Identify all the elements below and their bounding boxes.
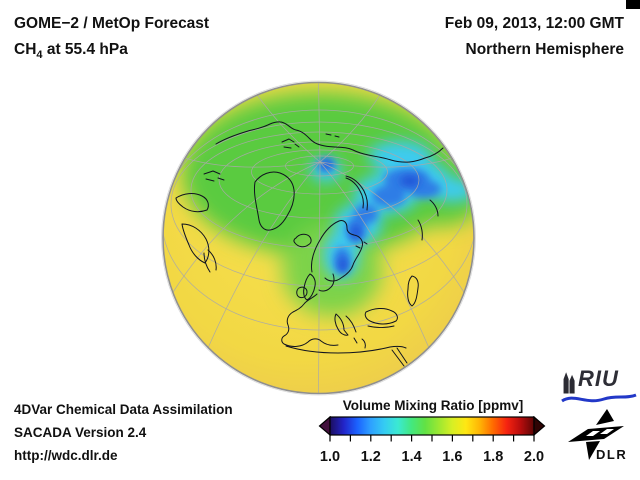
region-label: Northern Hemisphere xyxy=(465,41,624,58)
cathedral-icon xyxy=(563,372,575,394)
version-label: SACADA Version 2.4 xyxy=(14,425,147,440)
datetime-label: Feb 09, 2013, 12:00 GMT xyxy=(444,15,624,32)
colorbar-left-arrow xyxy=(318,415,331,437)
colorbar-tick-label: 2.0 xyxy=(523,449,545,465)
header-right: Feb 09, 2013, 12:00 GMT Northern Hemisph… xyxy=(445,11,624,63)
url-label: http://wdc.dlr.de xyxy=(14,448,118,463)
coastlines xyxy=(175,121,444,367)
colorbar: Volume Mixing Ratio [ppmv] 1.0 1.2 1.4 1.6 1… xyxy=(318,398,548,467)
dlr-logo-text: DLR xyxy=(596,447,628,462)
globe-rim xyxy=(162,81,475,395)
colorbar-tick-label: 1.2 xyxy=(360,449,381,465)
colorbar-tick-label: 1.6 xyxy=(442,449,463,465)
product-title: GOME−2 / MetOp Forecast xyxy=(14,15,210,32)
colorbar-ticks xyxy=(329,435,535,442)
dlr-logo: DLR xyxy=(566,408,636,468)
colorbar-scale xyxy=(318,415,546,442)
footer-left: 4DVar Chemical Data Assimilation SACADA … xyxy=(14,398,233,467)
species-level: CH4 at 55.4 hPa xyxy=(14,41,128,62)
header-left: GOME−2 / MetOp Forecast CH4 at 55.4 hPa xyxy=(14,11,209,68)
colorbar-tick-label: 1.0 xyxy=(319,449,341,465)
riu-logo-text: RIU xyxy=(578,366,619,391)
corner-mark xyxy=(626,0,640,9)
colorbar-gradient-bar xyxy=(329,416,535,436)
assimilation-label: 4DVar Chemical Data Assimilation xyxy=(14,402,233,417)
colorbar-labels: 1.0 1.2 1.4 1.6 1.8 2.0 xyxy=(318,449,548,467)
colorbar-tick-label: 1.4 xyxy=(401,449,422,465)
globe-map xyxy=(161,80,476,396)
riu-logo: RIU xyxy=(560,366,638,406)
dlr-emblem-icon xyxy=(568,409,624,460)
graticule xyxy=(163,82,474,394)
riu-wave-icon xyxy=(561,393,637,403)
colorbar-right-arrow xyxy=(533,415,546,437)
colorbar-tick-label: 1.8 xyxy=(483,449,504,465)
colorbar-title: Volume Mixing Ratio [ppmv] xyxy=(342,398,524,413)
